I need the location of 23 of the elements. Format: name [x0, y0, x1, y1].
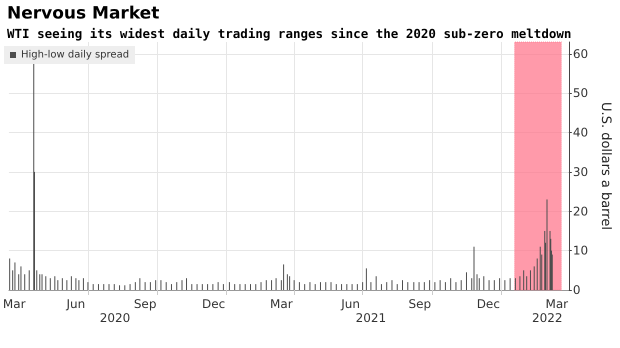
text: 2022 [532, 311, 562, 325]
y-axis-title: U.S. dollars a barrel [598, 102, 613, 230]
y-tick-label: 60 [572, 46, 588, 61]
y-tick-label: 50 [572, 86, 588, 100]
y-tick-label: 20 [572, 204, 588, 218]
legend-label: High-low daily spread [21, 50, 130, 60]
text: 2020 [100, 311, 130, 325]
y-tick-label: 40 [572, 126, 588, 140]
x-tick-label: Dec [202, 297, 226, 311]
text: 2021 [356, 311, 386, 325]
x-tick-label: Mar [270, 297, 293, 311]
x-tick-label: Mar [2, 297, 26, 311]
y-tick-label: 0 [572, 283, 580, 297]
chart-subtitle: WTI seeing its widest daily trading ranges since the 2020 sub-zero meltdown [7, 26, 572, 41]
y-tick-label: 10 [572, 244, 588, 258]
x-tick-label: Sep [134, 297, 156, 311]
x-tick-label: Jun [66, 297, 86, 311]
x-tick-label: Mar [545, 297, 568, 311]
chart-title: Nervous Market [7, 4, 160, 24]
x-tick-label: Sep [408, 297, 432, 311]
x-tick-label: Dec [476, 297, 500, 311]
x-tick-label: Jun [340, 297, 360, 311]
y-tick-label: 30 [572, 164, 588, 179]
